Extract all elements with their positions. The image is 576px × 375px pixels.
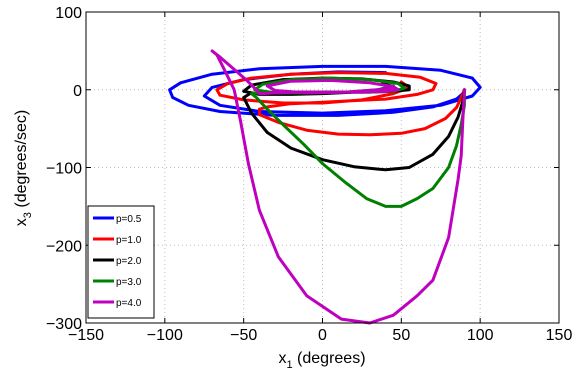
x-tick-label: 150 bbox=[546, 327, 573, 344]
y-tick-labels: −300 −200 −100 0 100 bbox=[46, 5, 82, 333]
x-tick-label: 50 bbox=[392, 327, 410, 344]
legend-entries: p=0.5 p=1.0 p=2.0 p=3.0 p=4.0 bbox=[93, 214, 142, 309]
y-axis-label-main: x bbox=[13, 218, 30, 226]
series-line-p=0.5 bbox=[168, 64, 482, 117]
series-line-p=1.0 bbox=[215, 71, 466, 137]
grid bbox=[86, 12, 559, 323]
x-axis-label-subscript: 1 bbox=[286, 359, 292, 371]
x-tick-labels: −150 −100 −50 0 50 100 150 bbox=[68, 327, 572, 344]
x-tick-label: 100 bbox=[467, 327, 494, 344]
y-axis-label: x3 (degrees/sec) bbox=[13, 110, 34, 226]
y-tick-label: −200 bbox=[46, 238, 82, 255]
legend-label: p=2.0 bbox=[116, 256, 142, 267]
legend-label: p=1.0 bbox=[116, 235, 142, 246]
y-axis-label-subscript: 3 bbox=[22, 212, 34, 218]
legend: p=0.5 p=1.0 p=2.0 p=3.0 p=4.0 bbox=[87, 205, 155, 319]
y-tick-label: 0 bbox=[73, 83, 82, 100]
x-axis-label-main: x bbox=[278, 350, 286, 367]
y-tick-label: 100 bbox=[55, 5, 82, 22]
x-axis-label-rest: (degrees) bbox=[293, 350, 366, 367]
series-layer bbox=[168, 49, 482, 325]
legend-label: p=4.0 bbox=[116, 298, 142, 309]
x-axis-label: x1 (degrees) bbox=[278, 350, 365, 371]
y-tick-label: −300 bbox=[46, 316, 82, 333]
legend-label: p=0.5 bbox=[116, 214, 142, 225]
x-tick-label: −100 bbox=[147, 327, 183, 344]
x-tick-label: −50 bbox=[230, 327, 257, 344]
series-line-p=4.0 bbox=[210, 49, 466, 325]
y-tick-label: −100 bbox=[46, 161, 82, 178]
legend-box bbox=[87, 205, 155, 319]
ticks bbox=[85, 11, 560, 324]
legend-label: p=3.0 bbox=[116, 277, 142, 288]
y-axis-label-rest: (degrees/sec) bbox=[13, 110, 30, 212]
x-tick-label: −150 bbox=[68, 327, 104, 344]
x-tick-label: 0 bbox=[318, 327, 327, 344]
